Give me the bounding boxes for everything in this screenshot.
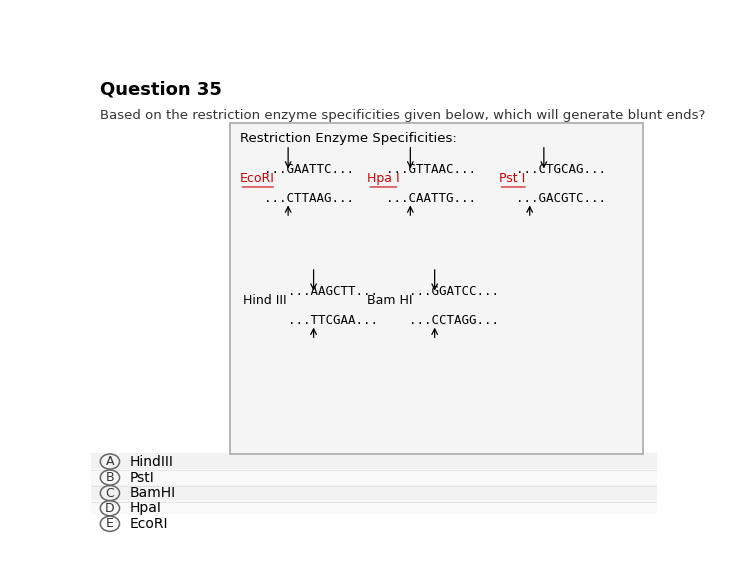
FancyBboxPatch shape — [230, 122, 643, 454]
Text: ...TTCGAA...: ...TTCGAA... — [288, 314, 378, 327]
FancyBboxPatch shape — [91, 469, 657, 486]
Text: ...GTTAAC...: ...GTTAAC... — [386, 163, 476, 176]
Text: B: B — [106, 471, 114, 484]
Text: ...CAATTG...: ...CAATTG... — [386, 192, 476, 205]
Text: ...CCTAGG...: ...CCTAGG... — [409, 314, 499, 327]
Text: D: D — [105, 501, 115, 515]
Text: ...GGATCC...: ...GGATCC... — [409, 285, 499, 298]
FancyBboxPatch shape — [91, 500, 657, 516]
Text: C: C — [106, 486, 115, 500]
Text: E: E — [106, 517, 114, 530]
Text: ...CTTAAG...: ...CTTAAG... — [264, 192, 354, 205]
FancyBboxPatch shape — [91, 515, 657, 532]
Text: EcoRI: EcoRI — [239, 172, 274, 185]
Text: Pst I: Pst I — [499, 172, 525, 185]
Text: ...AAGCTT...: ...AAGCTT... — [288, 285, 378, 298]
Text: PstI: PstI — [130, 470, 155, 485]
Text: A: A — [106, 455, 114, 468]
Text: HindIII: HindIII — [130, 455, 174, 469]
FancyBboxPatch shape — [91, 485, 657, 501]
FancyBboxPatch shape — [91, 453, 657, 470]
Text: Based on the restriction enzyme specificities given below, which will generate b: Based on the restriction enzyme specific… — [100, 109, 705, 122]
Text: Question 35: Question 35 — [100, 80, 222, 98]
Text: ...CTGCAG...: ...CTGCAG... — [516, 163, 606, 176]
Text: HpaI: HpaI — [130, 501, 161, 515]
Text: EcoRI: EcoRI — [130, 517, 168, 531]
Text: BamHI: BamHI — [130, 486, 176, 500]
Text: Hind III: Hind III — [243, 294, 286, 307]
Text: Hpa I: Hpa I — [367, 172, 400, 185]
Text: Restriction Enzyme Specificities:: Restriction Enzyme Specificities: — [240, 132, 457, 145]
Text: ...GAATTC...: ...GAATTC... — [264, 163, 354, 176]
Text: Bam HI: Bam HI — [367, 294, 413, 307]
Text: ...GACGTC...: ...GACGTC... — [516, 192, 606, 205]
